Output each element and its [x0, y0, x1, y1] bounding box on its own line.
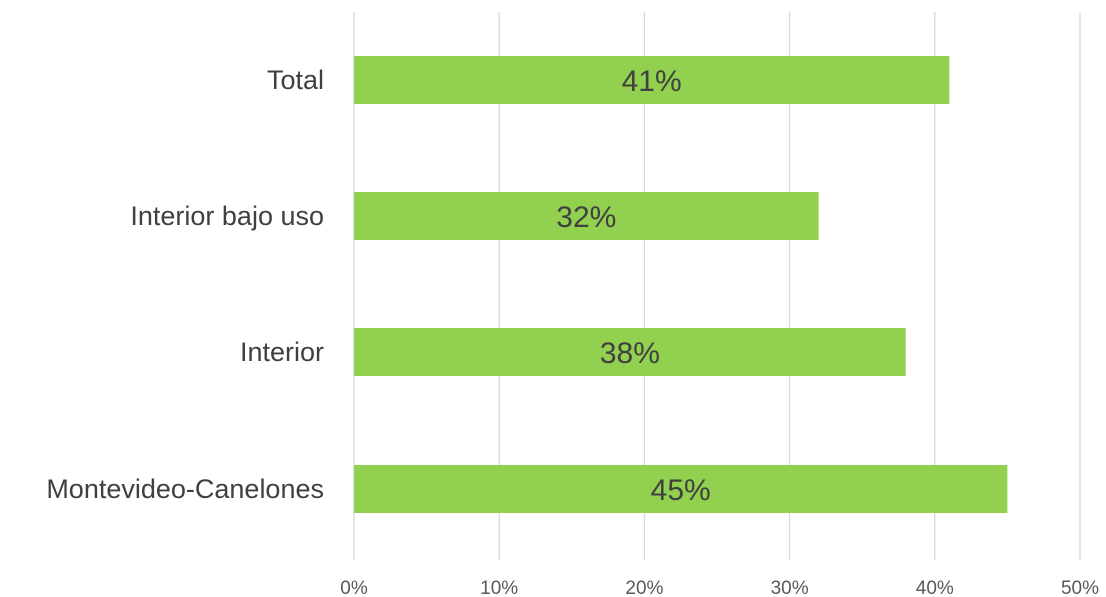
x-tick-label-50: 50% [1061, 578, 1099, 597]
x-tick-label-40: 40% [916, 578, 954, 597]
data-label-interior: 38% [600, 337, 660, 370]
category-label-interior-bajo-uso: Interior bajo uso [130, 201, 324, 231]
bar-interior-bajo-uso [354, 192, 819, 240]
category-label-interior: Interior [240, 337, 324, 367]
x-tick-label-0: 0% [340, 578, 368, 597]
category-label-montevideo-canelones: Montevideo-Canelones [46, 474, 324, 504]
data-labels: 41% 32% 38% 45% [556, 65, 710, 507]
x-tick-label-30: 30% [771, 578, 809, 597]
category-label-total: Total [267, 65, 324, 95]
data-label-interior-bajo-uso: 32% [556, 201, 616, 234]
bar-total [354, 56, 950, 104]
x-tick-label-20: 20% [625, 578, 663, 597]
data-label-montevideo-canelones: 45% [651, 474, 711, 507]
bars [354, 56, 1008, 513]
x-tick-labels: 0% 10% 20% 30% 40% 50% [340, 578, 1099, 597]
x-tick-label-10: 10% [480, 578, 518, 597]
category-labels: Total Interior bajo uso Interior Montevideo… [46, 65, 324, 504]
bar-interior [354, 328, 906, 376]
bar-montevideo-canelones [354, 465, 1008, 513]
data-label-total: 41% [622, 65, 682, 98]
